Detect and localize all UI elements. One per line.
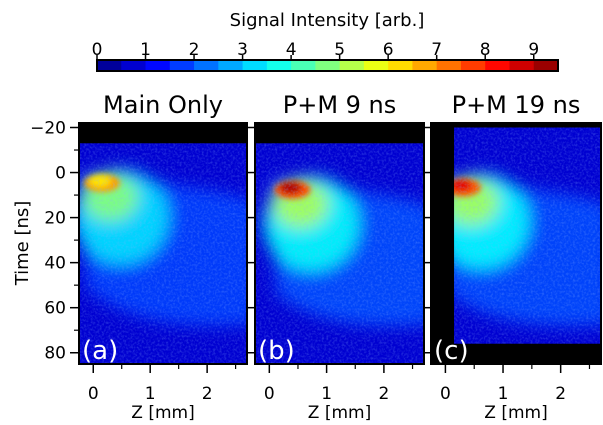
colorbar-tick-label: 6: [383, 40, 394, 60]
x-tick-label: 0: [88, 384, 99, 404]
masked-region-early: [255, 123, 424, 144]
colorbar-bin: [509, 60, 535, 71]
colorbar-bin: [460, 60, 486, 71]
heatmap-image: [255, 123, 424, 364]
colorbar-tick-label: 1: [140, 40, 151, 60]
colorbar-bin: [266, 60, 292, 71]
colorbar-bin: [485, 60, 510, 71]
colorbar-tick-label: 4: [286, 40, 297, 60]
panel: P+M 9 ns (b) 0 1 2 Z [mm]: [248, 91, 425, 423]
panel-title: P+M 19 ns: [452, 91, 581, 119]
y-tick-label: 80: [44, 344, 66, 364]
x-tick-label: 2: [555, 384, 566, 404]
x-tick-label: 2: [378, 384, 389, 404]
heatmap-noise: [431, 123, 601, 364]
panel-frame: [78, 122, 248, 365]
x-tick-label: 1: [145, 384, 156, 404]
colorbar-tick-label: 5: [334, 40, 345, 60]
colorbar-bin: [169, 60, 195, 71]
colorbar-tick-label: 7: [431, 40, 442, 60]
colorbar-label: Signal Intensity [arb.]: [230, 10, 425, 31]
y-tick-label: 0: [55, 164, 66, 184]
colorbar-bin: [339, 60, 365, 71]
x-tick-label: 0: [440, 384, 451, 404]
colorbar-bin: [388, 60, 413, 71]
panel-tag: (c): [434, 336, 469, 366]
heatmap-image: [79, 123, 247, 364]
colorbar-bin: [145, 60, 171, 71]
x-axis-label: Z [mm]: [131, 403, 194, 423]
panel-title: P+M 9 ns: [283, 91, 397, 119]
masked-region-early: [431, 123, 601, 128]
panels: Main Only (a) 0 1 2 Z [mm] P+M 9 ns (b) 0 1 2 Z [mm…: [78, 91, 602, 423]
panel-tag: (a): [82, 336, 118, 366]
panel-tag: (b): [258, 336, 295, 366]
y-axis-ticks: −20 0 20 40 60 80: [30, 119, 79, 364]
y-tick-label: 60: [44, 299, 66, 319]
panel-frame: [430, 122, 602, 365]
panel-frame: [254, 122, 425, 365]
panel: Main Only (a) 0 1 2 Z [mm]: [78, 91, 248, 423]
x-tick-label: 0: [264, 384, 275, 404]
colorbar-frame: [96, 59, 559, 72]
x-tick-label: 2: [202, 384, 213, 404]
colorbar-tick-label: 9: [528, 40, 539, 60]
colorbar-bin: [412, 60, 438, 71]
panel-title: Main Only: [103, 91, 223, 119]
x-axis-label: Z [mm]: [484, 403, 547, 423]
y-tick-label: −20: [30, 119, 66, 139]
colorbar-bin: [121, 60, 147, 71]
masked-region-late: [431, 343, 601, 364]
colorbar-tick-label: 8: [480, 40, 491, 60]
masked-region-z: [431, 123, 455, 364]
colorbar-bin: [242, 60, 268, 71]
y-tick-label: 20: [44, 209, 66, 229]
x-tick-label: 1: [498, 384, 509, 404]
y-tick-label: 40: [44, 254, 66, 274]
x-axis-label: Z [mm]: [308, 403, 371, 423]
heatmap-noise: [79, 123, 247, 364]
colorbar-bin: [363, 60, 389, 71]
x-tick-label: 1: [321, 384, 332, 404]
panel: P+M 19 ns (c) 0 1 2 Z [mm]: [424, 91, 602, 423]
colorbar-bin: [533, 60, 559, 71]
heatmap-noise: [255, 123, 424, 364]
colorbar-bin: [218, 60, 244, 71]
colorbar-tick-label: 3: [237, 40, 248, 60]
colorbar-bin: [194, 60, 219, 71]
colorbar-bin: [97, 60, 122, 71]
colorbar: [96, 59, 559, 72]
y-axis-label: Time [ns]: [12, 201, 33, 287]
colorbar-tick-label: 2: [189, 40, 200, 60]
heatmap-image: [431, 123, 601, 364]
colorbar-tick-label: 0: [92, 40, 103, 60]
masked-region-early: [79, 123, 247, 144]
colorbar-ticks: 0 1 2 3 4 5 6 7 8 9: [92, 40, 539, 60]
colorbar-bin: [436, 60, 462, 71]
colorbar-bin: [315, 60, 341, 71]
colorbar-bin: [291, 60, 316, 71]
